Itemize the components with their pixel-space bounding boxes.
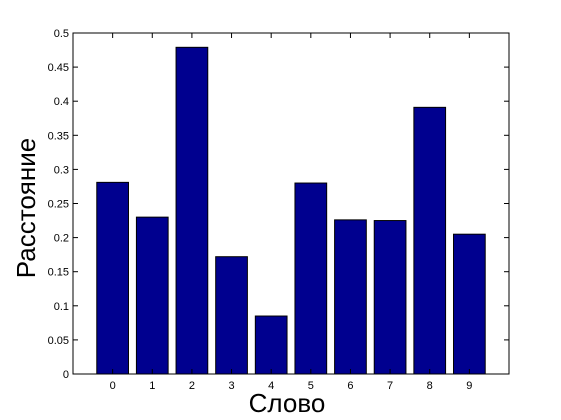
y-tick-label: 0.45 xyxy=(48,62,69,74)
bar-1 xyxy=(135,216,169,375)
bar-5 xyxy=(294,182,328,375)
bar-6 xyxy=(334,219,367,375)
x-tick-label: 4 xyxy=(268,380,274,392)
y-tick-label: 0.5 xyxy=(54,28,69,40)
x-tick-label: 2 xyxy=(189,380,195,392)
x-tick-label: 0 xyxy=(110,380,116,392)
y-ticks-group: 0 0.05 0.1 0.15 0.2 0.25 0.3 0.35 0.4 0.45 0.5 xyxy=(48,28,509,381)
bar-4 xyxy=(254,315,288,375)
bar-3 xyxy=(215,256,248,375)
x-tick-label: 9 xyxy=(466,380,472,392)
x-tick-label: 3 xyxy=(228,380,234,392)
bar-0 xyxy=(96,181,129,375)
y-tick-label: 0.3 xyxy=(54,164,69,176)
y-tick-label: 0.4 xyxy=(54,96,69,108)
bar-9 xyxy=(453,233,486,375)
x-tick-label: 5 xyxy=(308,380,314,392)
y-tick-label: 0 xyxy=(63,369,69,381)
x-tick-label: 6 xyxy=(347,380,353,392)
bar-2 xyxy=(175,46,209,375)
y-tick-label: 0.15 xyxy=(48,267,69,279)
bar-8 xyxy=(413,106,447,375)
x-tick-label: 8 xyxy=(427,380,433,392)
y-tick-label: 0.25 xyxy=(48,199,69,211)
bars-group xyxy=(96,46,486,375)
bar-7 xyxy=(373,220,407,375)
x-tick-label: 7 xyxy=(387,380,393,392)
y-tick-label: 0.05 xyxy=(48,335,69,347)
y-tick-label: 0.2 xyxy=(54,233,69,245)
x-ticks-group: 0 1 2 3 4 5 6 7 8 9 xyxy=(110,33,472,392)
y-tick-label: 0.1 xyxy=(54,301,69,313)
y-axis-title: Расстояние xyxy=(11,138,41,278)
x-tick-label: 1 xyxy=(149,380,155,392)
x-axis-title: Слово xyxy=(249,388,326,418)
y-tick-label: 0.35 xyxy=(48,130,69,142)
